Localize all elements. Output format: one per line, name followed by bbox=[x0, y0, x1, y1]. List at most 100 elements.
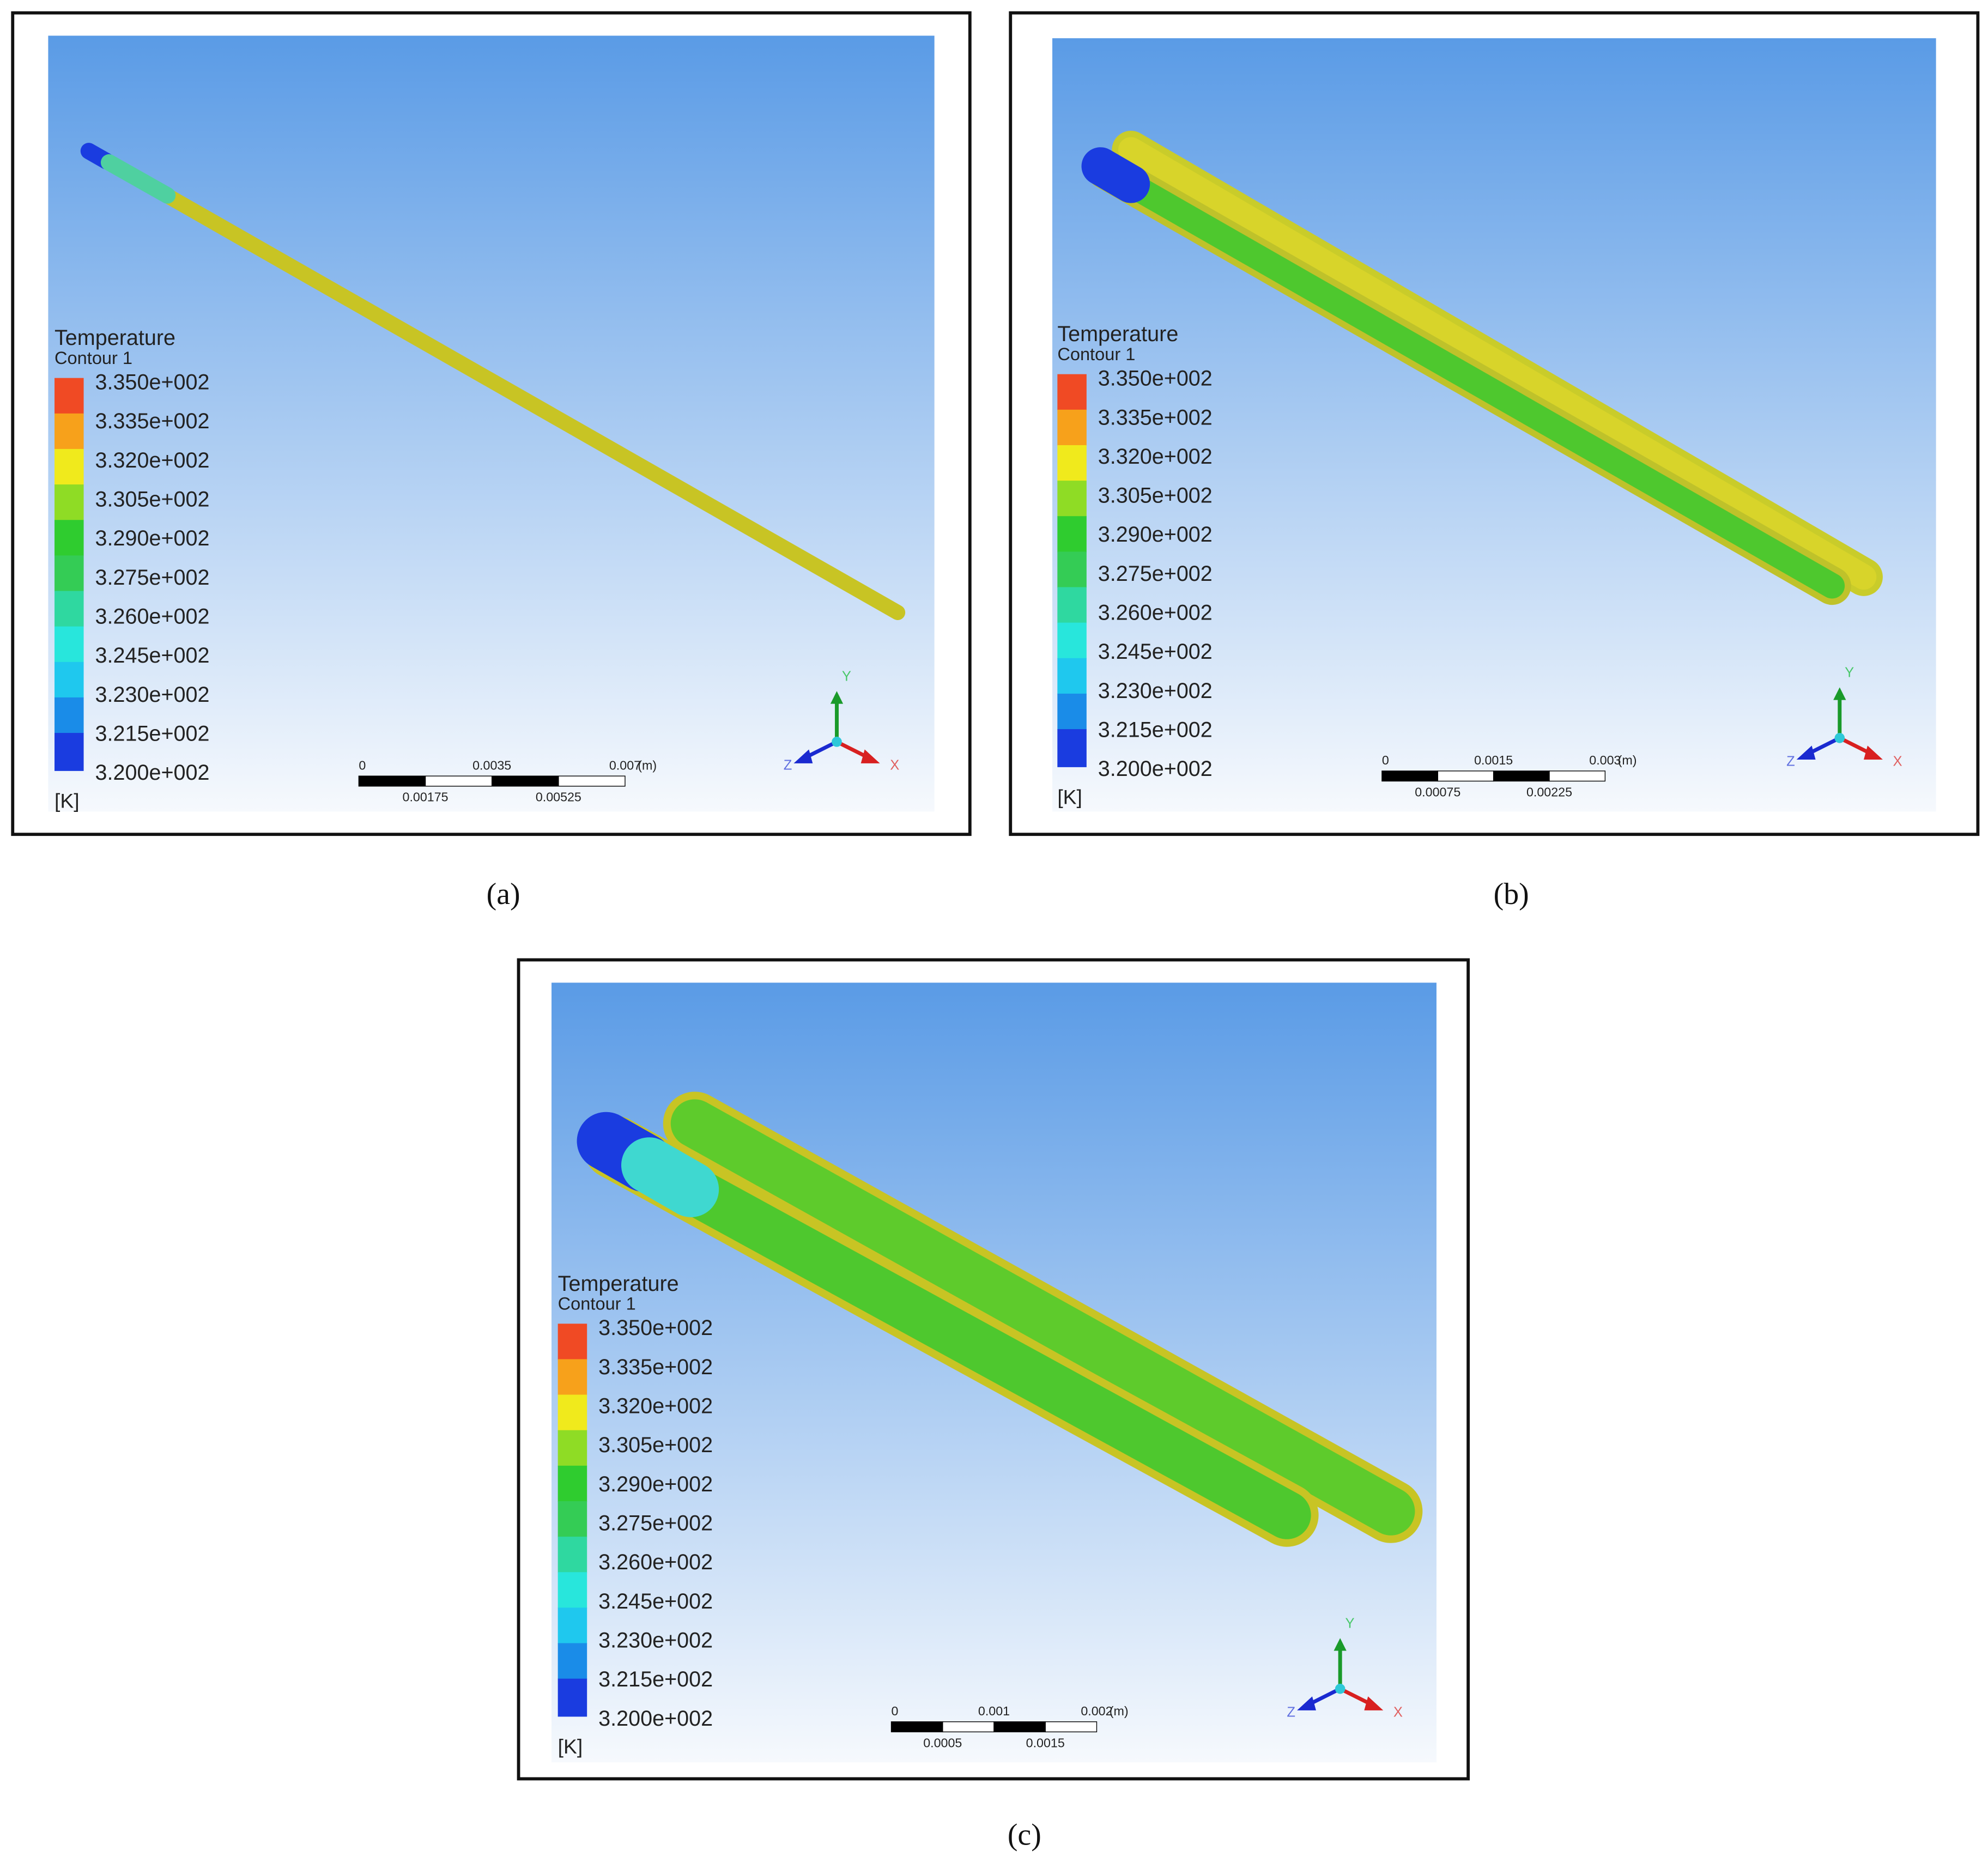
axis-label: Y bbox=[1345, 1616, 1354, 1631]
color-band bbox=[54, 484, 84, 521]
legend-subtitle: Contour 1 bbox=[1057, 344, 1135, 364]
scale-label: 0.007 bbox=[609, 758, 641, 773]
color-band bbox=[557, 1678, 587, 1717]
scale-segment bbox=[1381, 770, 1438, 782]
scale-label: 0 bbox=[359, 758, 366, 773]
color-band bbox=[557, 1430, 587, 1466]
axis-z-head bbox=[1297, 1696, 1316, 1710]
scale-label: 0.0005 bbox=[923, 1736, 962, 1750]
color-band bbox=[1057, 481, 1087, 517]
viewport bbox=[1052, 38, 1936, 812]
axis-label: X bbox=[1893, 754, 1902, 769]
scale-label: 0.0035 bbox=[472, 758, 511, 773]
axis-x-head bbox=[1364, 1696, 1384, 1710]
color-band bbox=[1057, 729, 1087, 767]
axis-label: X bbox=[890, 758, 899, 773]
axis-label: Z bbox=[1287, 1704, 1295, 1720]
scale-label: 0.001 bbox=[978, 1704, 1010, 1718]
legend-level: 3.275e+002 bbox=[1098, 562, 1213, 586]
axis-y-head bbox=[830, 691, 844, 704]
color-band bbox=[1057, 693, 1087, 730]
tube bbox=[591, 1123, 1311, 1539]
scale-segment bbox=[1437, 770, 1494, 782]
color-band bbox=[557, 1537, 587, 1573]
legend-subtitle: Contour 1 bbox=[558, 1294, 636, 1314]
legend-level: 3.245e+002 bbox=[1098, 640, 1213, 664]
legend-level: 3.215e+002 bbox=[1098, 718, 1213, 742]
legend-title: Temperature bbox=[558, 1272, 679, 1296]
tube bbox=[621, 1137, 719, 1217]
color-band bbox=[557, 1394, 587, 1431]
legend-level: 3.275e+002 bbox=[95, 566, 209, 590]
legend-level: 3.290e+002 bbox=[95, 526, 209, 550]
legend-level: 3.260e+002 bbox=[1098, 601, 1213, 625]
viewport bbox=[48, 35, 935, 812]
legend-level: 3.200e+002 bbox=[1098, 757, 1213, 781]
legend-level: 3.200e+002 bbox=[598, 1707, 713, 1731]
scale-segment bbox=[558, 775, 626, 787]
scale-label: 0.00075 bbox=[1415, 785, 1460, 799]
axis-y-head bbox=[1334, 1638, 1347, 1651]
legend-unit: [K] bbox=[558, 1735, 583, 1758]
legend-level: 3.245e+002 bbox=[95, 644, 209, 668]
legend-level: 3.230e+002 bbox=[1098, 679, 1213, 703]
scale-unit: (m) bbox=[1110, 1704, 1129, 1718]
color-band bbox=[54, 591, 84, 627]
scale-label: 0.00225 bbox=[1526, 785, 1572, 799]
legend-level: 3.260e+002 bbox=[598, 1550, 713, 1574]
legend-level: 3.320e+002 bbox=[598, 1394, 713, 1418]
legend-unit: [K] bbox=[1057, 785, 1082, 808]
tube bbox=[1093, 157, 1845, 599]
scale-segment bbox=[1549, 770, 1606, 782]
color-band bbox=[54, 662, 84, 699]
legend-level: 3.350e+002 bbox=[1098, 367, 1213, 391]
color-band bbox=[54, 626, 84, 663]
color-band bbox=[1057, 551, 1087, 588]
color-band bbox=[1057, 622, 1087, 659]
scale-segment bbox=[942, 1721, 995, 1733]
tube bbox=[1118, 137, 1877, 590]
scale-segment bbox=[491, 775, 559, 787]
scale-segment bbox=[1045, 1721, 1098, 1733]
axis-z-head bbox=[1796, 745, 1816, 760]
scale-label: 0.00175 bbox=[403, 790, 448, 804]
legend-level: 3.350e+002 bbox=[95, 371, 209, 395]
axis-x-head bbox=[860, 749, 880, 763]
axis-x-head bbox=[1864, 745, 1883, 760]
legend-title: Temperature bbox=[1057, 322, 1178, 346]
legend-level: 3.230e+002 bbox=[95, 683, 209, 707]
caption: (b) bbox=[1494, 877, 1529, 911]
caption: (c) bbox=[1008, 1818, 1041, 1852]
scale-segment bbox=[993, 1721, 1046, 1733]
axis-label: Z bbox=[1786, 754, 1795, 769]
scale-segment bbox=[358, 775, 426, 787]
axis-origin bbox=[1834, 733, 1845, 743]
color-band bbox=[557, 1643, 587, 1679]
caption: (a) bbox=[487, 877, 520, 911]
color-band bbox=[1057, 445, 1087, 482]
color-band bbox=[557, 1324, 587, 1360]
legend-level: 3.215e+002 bbox=[598, 1667, 713, 1691]
color-band bbox=[557, 1359, 587, 1395]
legend-level: 3.290e+002 bbox=[598, 1472, 713, 1496]
legend-level: 3.245e+002 bbox=[598, 1589, 713, 1613]
color-band bbox=[1057, 587, 1087, 623]
color-band bbox=[557, 1607, 587, 1644]
scale-segment bbox=[425, 775, 493, 787]
color-band bbox=[54, 520, 84, 556]
color-band bbox=[54, 697, 84, 734]
legend-level: 3.335e+002 bbox=[95, 409, 209, 433]
legend-level: 3.335e+002 bbox=[1098, 405, 1213, 429]
legend-unit: [K] bbox=[54, 789, 80, 812]
legend-title: Temperature bbox=[54, 326, 175, 350]
scale-unit: (m) bbox=[1618, 753, 1637, 767]
axis-origin bbox=[1335, 1683, 1345, 1694]
tube bbox=[1081, 147, 1150, 203]
scale-label: 0.003 bbox=[1589, 753, 1621, 767]
legend-level: 3.305e+002 bbox=[1098, 484, 1213, 508]
scale-label: 0 bbox=[892, 1704, 899, 1718]
scale-segment bbox=[1493, 770, 1550, 782]
